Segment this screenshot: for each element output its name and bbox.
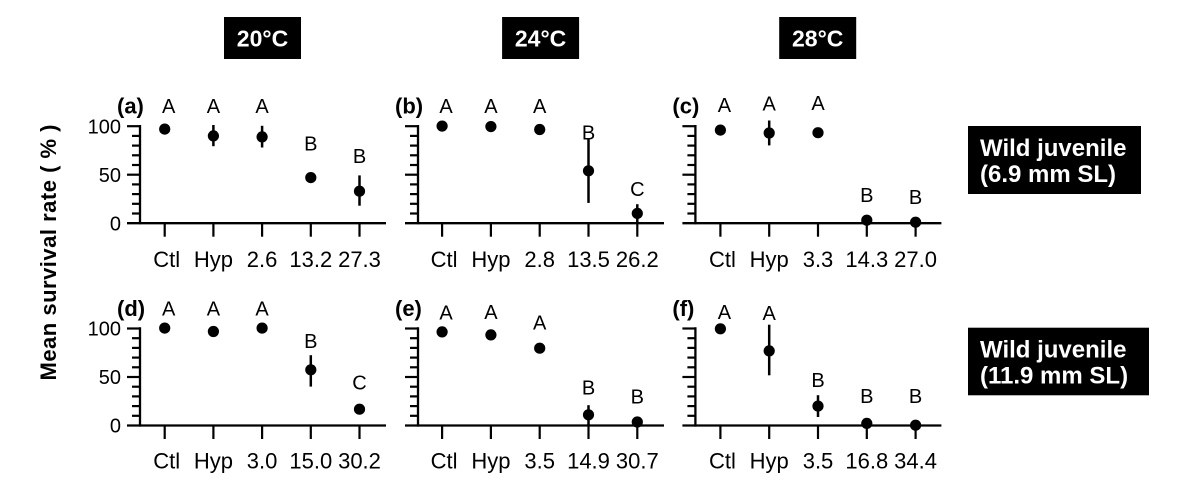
svg-text:B: B (304, 134, 317, 156)
svg-text:A: A (439, 303, 453, 325)
svg-text:100: 100 (88, 116, 121, 138)
svg-text:0: 0 (110, 416, 121, 438)
svg-text:50: 50 (99, 165, 121, 187)
svg-text:B: B (353, 146, 366, 168)
svg-text:Hyp: Hyp (750, 247, 789, 272)
svg-text:Ctl: Ctl (709, 247, 736, 272)
svg-text:2.6: 2.6 (247, 247, 278, 272)
svg-text:3.0: 3.0 (247, 448, 278, 473)
svg-text:Hyp: Hyp (194, 247, 233, 272)
svg-text:A: A (533, 313, 547, 335)
svg-text:Wild juvenile: Wild juvenile (980, 135, 1126, 162)
svg-text:A: A (763, 94, 777, 116)
svg-text:Hyp: Hyp (471, 247, 510, 272)
svg-text:Ctl: Ctl (153, 448, 180, 473)
svg-text:30.7: 30.7 (616, 448, 659, 473)
svg-text:B: B (860, 386, 873, 408)
svg-text:Hyp: Hyp (471, 448, 510, 473)
svg-text:(6.9 mm SL): (6.9 mm SL) (980, 161, 1116, 188)
svg-text:B: B (631, 387, 644, 409)
svg-text:0: 0 (110, 213, 121, 235)
svg-text:(a): (a) (117, 94, 144, 119)
svg-text:16.8: 16.8 (845, 448, 888, 473)
svg-text:A: A (811, 93, 825, 115)
svg-text:3.3: 3.3 (803, 247, 834, 272)
svg-text:13.2: 13.2 (289, 247, 332, 272)
svg-text:(f): (f) (672, 296, 694, 321)
svg-text:Hyp: Hyp (194, 448, 233, 473)
svg-text:27.3: 27.3 (338, 247, 381, 272)
svg-text:14.3: 14.3 (845, 247, 888, 272)
svg-text:(e): (e) (395, 296, 422, 321)
svg-text:B: B (811, 370, 824, 392)
svg-text:A: A (533, 96, 547, 118)
svg-text:A: A (718, 95, 732, 117)
svg-text:34.4: 34.4 (894, 448, 937, 473)
svg-text:A: A (439, 96, 453, 118)
svg-text:24°C: 24°C (515, 26, 566, 52)
svg-text:A: A (207, 298, 221, 320)
svg-text:B: B (582, 123, 595, 145)
svg-text:A: A (763, 303, 777, 325)
svg-text:Wild juvenile: Wild juvenile (980, 337, 1126, 364)
svg-text:Hyp: Hyp (750, 448, 789, 473)
svg-text:50: 50 (99, 367, 121, 389)
svg-text:A: A (162, 299, 176, 321)
svg-text:B: B (860, 185, 873, 207)
svg-text:(d): (d) (117, 296, 145, 321)
svg-text:Ctl: Ctl (431, 247, 458, 272)
svg-text:14.9: 14.9 (567, 448, 610, 473)
svg-text:Ctl: Ctl (709, 448, 736, 473)
svg-text:A: A (718, 302, 732, 324)
svg-text:(11.9 mm SL): (11.9 mm SL) (980, 363, 1128, 390)
svg-text:27.0: 27.0 (894, 247, 937, 272)
svg-text:C: C (352, 373, 366, 395)
svg-text:A: A (484, 96, 498, 118)
svg-text:Ctl: Ctl (153, 247, 180, 272)
svg-text:100: 100 (88, 319, 121, 341)
svg-text:30.2: 30.2 (338, 448, 381, 473)
svg-text:20°C: 20°C (237, 26, 288, 52)
svg-text:A: A (255, 96, 269, 118)
svg-text:26.2: 26.2 (616, 247, 659, 272)
svg-text:B: B (909, 187, 922, 209)
svg-text:(b): (b) (395, 94, 423, 119)
svg-text:A: A (162, 96, 176, 118)
svg-text:3.5: 3.5 (524, 448, 555, 473)
svg-text:13.5: 13.5 (567, 247, 610, 272)
svg-text:B: B (909, 386, 922, 408)
svg-text:2.8: 2.8 (524, 247, 555, 272)
svg-text:3.5: 3.5 (803, 448, 834, 473)
svg-text:15.0: 15.0 (289, 448, 332, 473)
svg-text:(c): (c) (672, 94, 699, 119)
svg-text:A: A (207, 96, 221, 118)
svg-text:A: A (484, 302, 498, 324)
svg-text:Ctl: Ctl (431, 448, 458, 473)
svg-text:Mean survival rate ( % ): Mean survival rate ( % ) (36, 125, 61, 381)
svg-text:C: C (630, 179, 644, 201)
svg-text:B: B (304, 331, 317, 353)
svg-text:A: A (255, 299, 269, 321)
svg-text:28°C: 28°C (792, 26, 843, 52)
svg-text:B: B (582, 377, 595, 399)
